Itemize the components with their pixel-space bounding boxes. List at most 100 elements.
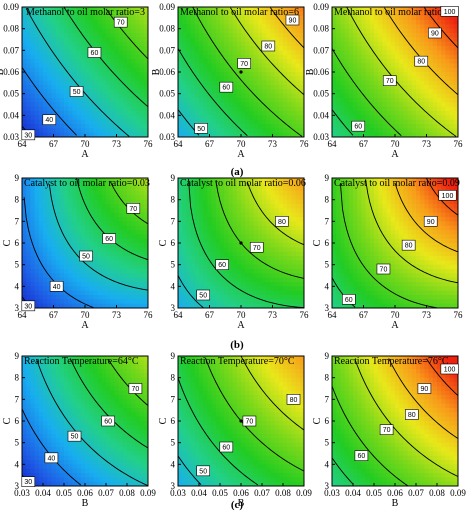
- contour-label-text: 80: [278, 219, 286, 226]
- contour-label-text: 60: [91, 50, 99, 57]
- y-tick-label: 6: [325, 238, 330, 248]
- contour-label-box: [196, 465, 210, 477]
- contour-line-50: [25, 8, 130, 137]
- x-tick-label: 64: [328, 310, 338, 320]
- x-tick-label: 0.04: [345, 488, 361, 498]
- y-tick-label: 5: [15, 438, 20, 448]
- y-axis-label: C: [312, 417, 323, 424]
- heatmap-surface: [22, 356, 148, 486]
- y-tick-label: 6: [15, 238, 20, 248]
- chart-title: Reaction Temperature=70°C: [180, 356, 295, 367]
- contour-label-box: [423, 216, 438, 227]
- chart-title: Methanol to oil molar ratio=6: [180, 7, 299, 18]
- contour-label: 30: [21, 129, 36, 141]
- x-tick-label: 0.03: [324, 488, 340, 498]
- y-tick-label: 6: [171, 416, 176, 426]
- y-axis-label: C: [312, 239, 323, 246]
- contour-label: 50: [67, 430, 82, 442]
- center-point-marker: [239, 241, 243, 245]
- contour-label-box: [87, 47, 102, 58]
- contour-label: 60: [101, 415, 115, 427]
- x-tick-label: 0.08: [429, 488, 445, 498]
- center-point-marker: [239, 419, 243, 423]
- contour-label: 90: [423, 216, 438, 227]
- y-tick-label: 3: [15, 481, 20, 491]
- chart-panel-9: 0.03 0.04 0.05 0.06 0.07 0.08 0.09 3 4 5 6 7 8 9 B C Rea…: [312, 351, 466, 509]
- contour-label-box: [126, 203, 141, 214]
- y-tick-label: 9: [171, 351, 176, 361]
- contour-lines: [178, 7, 304, 137]
- contour-label: 40: [42, 114, 57, 125]
- contour-label: 60: [87, 47, 102, 58]
- y-tick-label: 0.04: [159, 110, 175, 120]
- chart-title: Methanol to oil molar ratio=9: [334, 7, 453, 18]
- y-tick-label: 9: [171, 173, 176, 183]
- x-tick-label: 0.04: [35, 488, 51, 498]
- x-tick-label: 67: [205, 310, 215, 320]
- contour-label-text: 90: [427, 219, 435, 226]
- x-tick-label: 67: [359, 310, 369, 320]
- contour-line-90: [270, 7, 304, 49]
- contour-label: 80: [401, 239, 416, 251]
- contour-lines: [332, 358, 458, 486]
- contour-label-text: 70: [117, 20, 125, 27]
- contour-label: 50: [194, 123, 208, 134]
- y-tick-label: 4: [171, 281, 176, 291]
- contour-label: 100: [440, 363, 459, 375]
- contour-label-box: [67, 430, 82, 442]
- x-tick-label: 70: [237, 139, 247, 149]
- x-tick-label: 73: [422, 139, 432, 149]
- y-tick-label: 9: [325, 173, 330, 183]
- contour-label-box: [341, 294, 356, 305]
- contour-line-60: [63, 7, 148, 108]
- contour-label-text: 100: [442, 193, 454, 200]
- row-label: (c): [231, 499, 244, 511]
- y-tick-label: 8: [325, 373, 330, 383]
- y-tick-label: 0.07: [159, 45, 175, 55]
- contour-label-box: [351, 120, 366, 132]
- contour-label-box: [275, 216, 289, 227]
- x-tick-label: 0.05: [56, 488, 72, 498]
- contour-label: 70: [126, 203, 141, 214]
- x-axis-label: A: [391, 149, 399, 160]
- contour-label: 80: [275, 216, 289, 227]
- contour-line-80: [246, 181, 304, 246]
- chart-panel-8: 0.03 0.04 0.05 0.06 0.07 0.08 0.09 3 4 5 6 7 8 9 B C Rea…: [158, 351, 312, 509]
- y-tick-label: 0.08: [313, 24, 329, 34]
- x-tick-label: 0.08: [275, 488, 291, 498]
- row-label: (a): [231, 166, 244, 178]
- contour-line-70: [332, 48, 402, 137]
- contour-line-80: [240, 356, 304, 431]
- y-tick-label: 0.06: [313, 67, 329, 77]
- x-axis-label: A: [237, 149, 245, 160]
- x-axis-label: A: [237, 320, 245, 331]
- contour-label-text: 50: [199, 468, 207, 475]
- contour-label-box: [440, 363, 459, 375]
- contour-label-box: [440, 6, 459, 17]
- contour-label-box: [401, 239, 416, 251]
- y-tick-label: 0.04: [3, 110, 19, 120]
- y-axis-label: B: [305, 68, 316, 75]
- contour-label-box: [261, 40, 276, 52]
- x-tick-label: 0.07: [254, 488, 270, 498]
- contour-label: 90: [285, 14, 300, 26]
- x-tick-label: 0.06: [387, 488, 403, 498]
- contour-label-text: 60: [345, 297, 353, 304]
- contour-label-text: 50: [197, 126, 205, 133]
- heatmap-surface: [178, 356, 304, 486]
- x-tick-label: 0.03: [170, 488, 186, 498]
- contour-label: 70: [113, 16, 128, 28]
- chart-title: Catalyst to oil molar ratio=0.09: [334, 178, 460, 189]
- contour-line-90: [388, 358, 458, 439]
- contour-label: 70: [237, 58, 251, 69]
- contour-line-70: [192, 7, 303, 137]
- contour-label: 30: [21, 300, 36, 312]
- contour-line-100: [426, 358, 458, 396]
- contour-label-text: 70: [129, 206, 137, 213]
- contour-label: 60: [219, 441, 234, 453]
- contour-label-text: 80: [264, 44, 272, 51]
- contour-line-50: [48, 184, 148, 291]
- contour-label-text: 50: [199, 293, 207, 300]
- contour-label: 50: [196, 289, 210, 301]
